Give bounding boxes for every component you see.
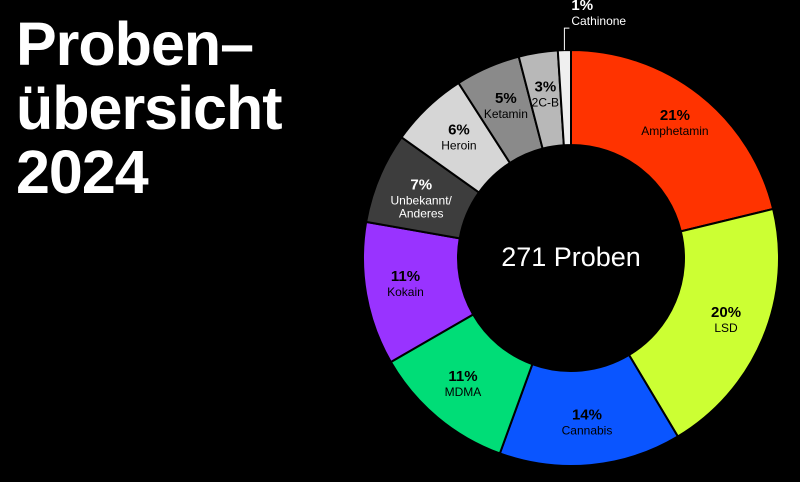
- slice-name-cathinone: Cathinone: [571, 14, 626, 28]
- slice-label-ketamin: 5%Ketamin: [484, 90, 528, 121]
- slice-percent-amphetamin: 21%: [660, 107, 690, 124]
- slice-percent-cannabis: 14%: [572, 406, 602, 423]
- donut-slices: [362, 48, 780, 467]
- slice-percent-mdma: 11%: [448, 368, 477, 385]
- title-line-1: Proben–: [16, 10, 254, 78]
- slice-percent-unbekannt-anderes: 7%: [410, 176, 432, 193]
- slice-label-unbekannt-anderes: 7%Unbekannt/Anderes: [391, 176, 453, 220]
- slice-lsd: [627, 207, 780, 438]
- donut-labels: 21%Amphetamin20%LSD14%Cannabis11%MDMA11%…: [387, 0, 741, 437]
- slice-percent-lsd: 20%: [711, 304, 741, 321]
- slice-name-lsd: LSD: [714, 321, 738, 335]
- slice-name-mdma: MDMA: [445, 385, 482, 399]
- slice-percent-ketamin: 5%: [495, 90, 517, 107]
- leader-line-cathinone: [563, 27, 570, 51]
- slice-percent-heroin: 6%: [448, 121, 470, 138]
- title-line-3: 2024: [16, 138, 149, 206]
- center-label: 271 Proben: [501, 242, 641, 272]
- title-line-2: übersicht: [16, 74, 283, 142]
- slice-percent-2c-b: 3%: [534, 79, 556, 96]
- slice-name-unbekannt-anderes-2: Anderes: [399, 206, 444, 220]
- slice-percent-kokain: 11%: [391, 268, 420, 285]
- slice-amphetamin: [570, 48, 775, 233]
- slice-label-cathinone: 1%Cathinone: [563, 0, 626, 51]
- slice-label-lsd: 20%LSD: [711, 304, 741, 335]
- slice-name-unbekannt-anderes-1: Unbekannt/: [391, 193, 453, 207]
- page-title: Proben– übersicht 2024: [16, 10, 283, 206]
- slice-label-mdma: 11%MDMA: [445, 368, 482, 399]
- slice-label-kokain: 11%Kokain: [387, 268, 424, 299]
- slice-percent-cathinone: 1%: [571, 0, 593, 14]
- slice-label-heroin: 6%Heroin: [441, 121, 476, 152]
- slice-name-amphetamin: Amphetamin: [641, 124, 708, 138]
- slice-name-ketamin: Ketamin: [484, 107, 528, 121]
- slice-name-kokain: Kokain: [387, 285, 424, 299]
- slice-label-2c-b: 3%2C-B: [532, 79, 559, 110]
- slice-cathinone: [556, 48, 572, 147]
- slice-label-amphetamin: 21%Amphetamin: [641, 107, 708, 138]
- slice-label-cannabis: 14%Cannabis: [562, 406, 613, 437]
- slice-name-2c-b: 2C-B: [532, 96, 559, 110]
- slice-name-heroin: Heroin: [441, 138, 476, 152]
- slice-name-cannabis: Cannabis: [562, 423, 613, 437]
